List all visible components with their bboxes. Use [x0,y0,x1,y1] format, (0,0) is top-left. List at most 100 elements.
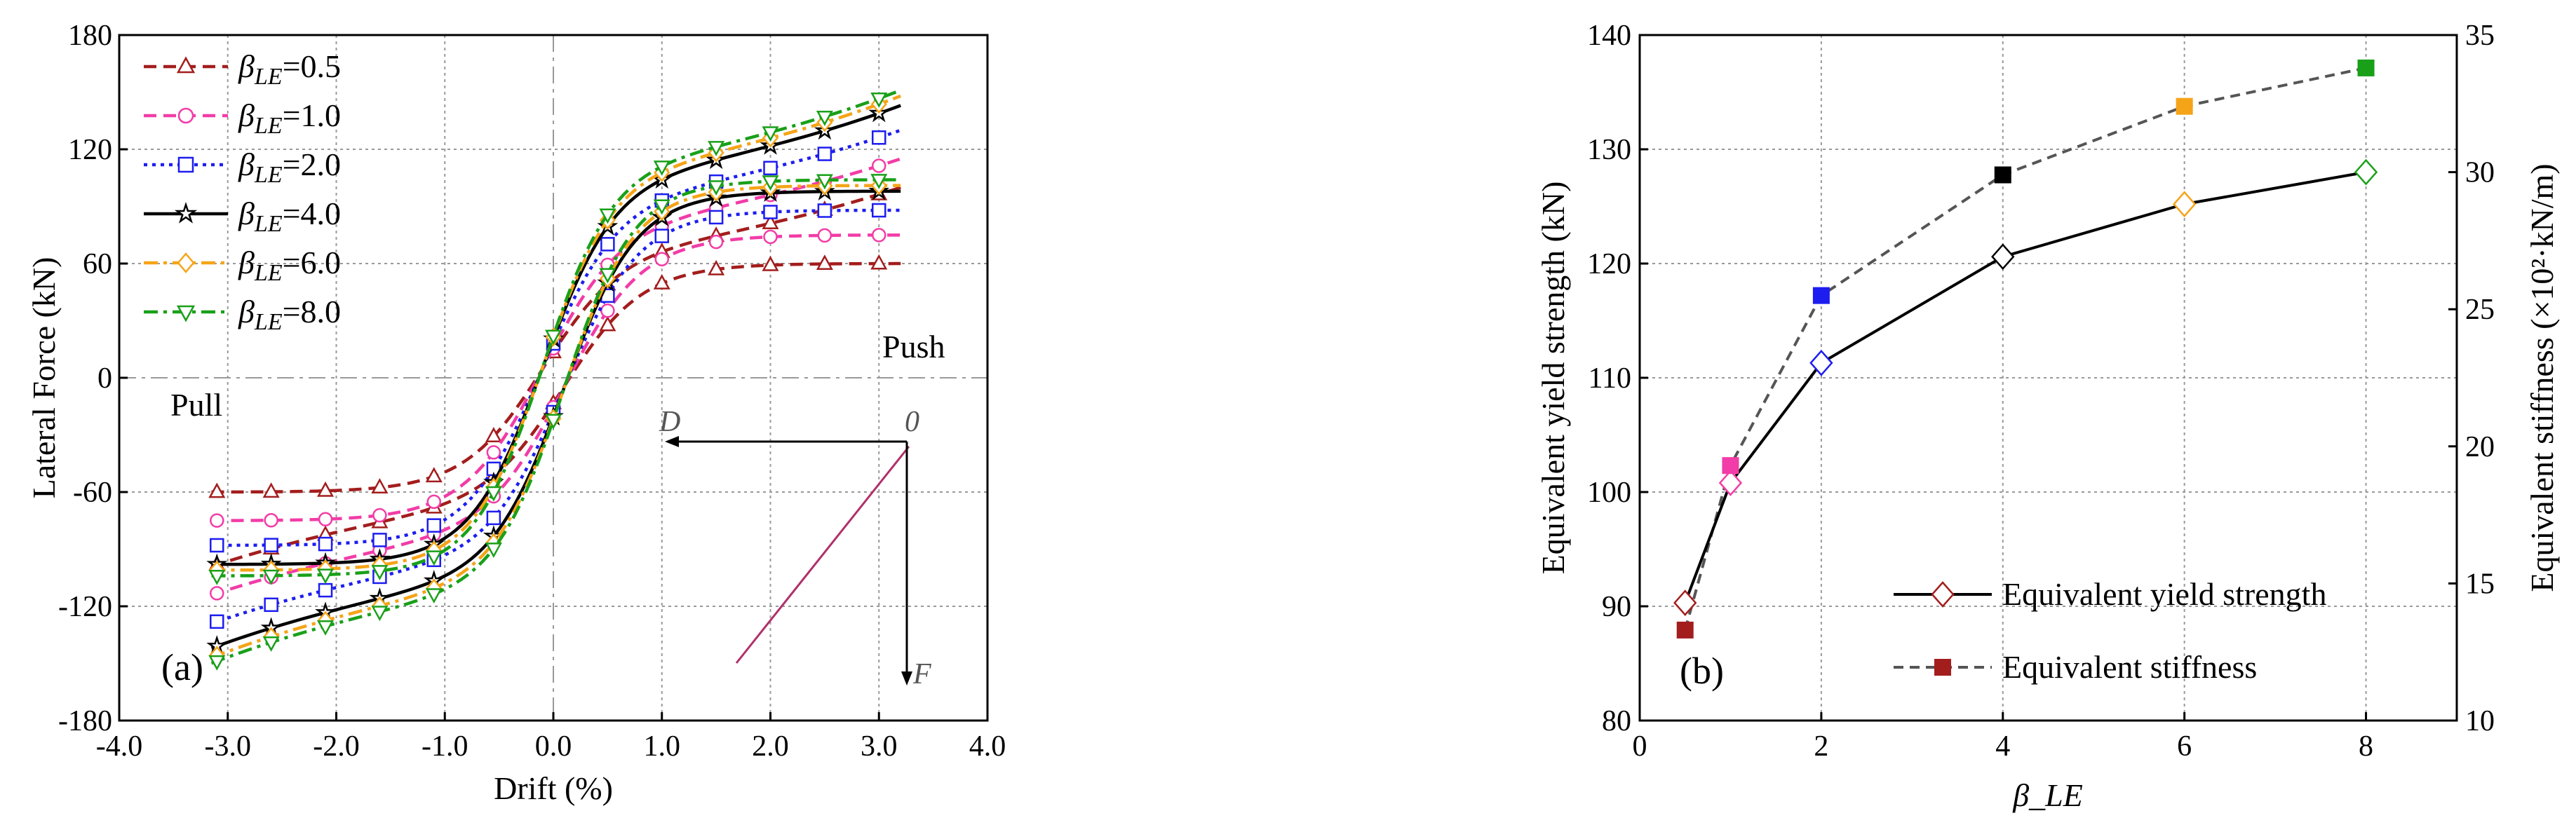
hysteresis-point [870,254,888,270]
y-tick-label: -120 [58,591,112,623]
hysteresis-point [817,203,832,218]
loading-branch-line [211,94,902,572]
panel-a-label: (a) [161,646,203,688]
hysteresis-ticks: -4.0 -3.0 -2.0 -1.0 0.0 1.0 2.0 3.0 4.0 -180 -120 -… [58,20,1006,763]
hysteresis-point [872,203,886,218]
yield-stiffness-plot-frame [1638,34,2458,722]
stiffness-point [1676,621,1694,639]
hysteresis-point [708,259,725,275]
hysteresis-point [816,254,833,270]
yield-strength-point [1991,243,2015,271]
right-tick-label: 15 [2465,568,2495,600]
displacement-arrow-head [665,436,679,447]
hysteresis-point [264,513,278,528]
left-tick-label: 120 [1587,248,1631,280]
stiffness-line [1683,66,2366,631]
x-tick-label: -1.0 [422,730,468,763]
hysteresis-point [544,414,562,430]
legend-label: βLE=4.0 [238,196,341,237]
right-tick-label: 10 [2465,705,2495,737]
hysteresis-point [653,274,670,289]
hysteresis-y-label: Lateral Force (kN) [26,257,62,499]
hysteresis-point [262,482,280,498]
push-annotation: Push [882,329,945,364]
right-tick-label: 30 [2465,157,2495,189]
legend-marker [176,56,196,74]
legend-marker [177,107,194,124]
hysteresis-point [426,494,442,510]
hysteresis-point [763,205,778,219]
hysteresis-point [208,482,226,498]
loading-branch-line [211,128,901,547]
loading-branch-line [211,88,902,578]
hysteresis-point [318,536,333,552]
hysteresis-point [210,586,224,601]
hysteresis-point [817,146,832,161]
legend-label: βLE=2.0 [238,146,341,188]
hysteresis-point [708,234,724,250]
hysteresis-point [763,229,778,245]
hysteresis-point [264,538,278,552]
hysteresis-point [708,180,725,196]
x-tick-label: 1.0 [644,730,681,763]
hysteresis-point [870,92,888,108]
hysteresis-point [210,538,224,553]
yield-stiffness-series [1673,59,2378,639]
right-tick-label: 35 [2465,20,2495,52]
hysteresis-curves [206,88,902,671]
stiffness-point [2357,59,2375,76]
hysteresis-point [485,486,502,502]
hysteresis-point [264,597,278,613]
hysteresis-x-label: Drift (%) [494,770,613,806]
hysteresis-series [208,88,902,671]
legend-marker [176,305,196,322]
left-tick-label: 110 [1589,362,1631,395]
hysteresis-point [318,512,333,526]
hysteresis-point [654,228,669,243]
left-tick-label: 130 [1587,134,1631,166]
x-tick-label: 0 [1633,730,1647,763]
hysteresis-point [817,228,832,243]
hysteresis-point [426,518,442,533]
yield-strength-axis-label: Equivalent yield strength (kN) [1535,182,1571,575]
yield-strength-point [1673,589,1697,616]
hysteresis-point [763,161,778,176]
hysteresis-point [654,252,669,266]
hysteresis-point [653,199,670,215]
left-tick-label: 80 [1602,705,1631,737]
x-tick-label: 6 [2177,730,2192,763]
left-tick-label: 140 [1587,20,1631,52]
yield-stiffness-ticks: 0 2 4 6 8 80 90 100 110 120 130 140 10 15 20 25 30 35 [1587,20,2495,763]
hysteresis-point [371,565,389,580]
x-tick-label: 3.0 [861,730,898,763]
hysteresis-point [544,329,562,346]
hysteresis-point [872,158,886,173]
legend-label: βLE=6.0 [238,245,341,286]
hysteresis-point [600,237,615,252]
hysteresis-point [318,582,333,598]
hysteresis-point [762,255,779,271]
x-tick-label: 2.0 [752,730,789,763]
x-tick-label: -4.0 [96,730,143,763]
left-tick-label: 100 [1587,477,1631,509]
hysteresis-point [210,614,224,629]
legend-marker [177,252,195,273]
hysteresis-point [599,315,616,332]
hysteresis-point [762,126,779,142]
hysteresis-point [872,228,886,243]
yield-strength-point [1809,349,1833,376]
hysteresis-point [485,543,502,559]
x-tick-label: -2.0 [313,730,360,763]
hysteresis-point [486,510,501,526]
legend-label: βLE=1.0 [238,97,341,139]
right-tick-label: 20 [2465,431,2495,463]
y-tick-label: 180 [68,20,112,52]
y-tick-label: 60 [83,248,112,280]
hysteresis-point [372,533,387,547]
legend-marker [177,156,194,173]
hysteresis-point [816,110,833,126]
yield-strength-point [2354,158,2378,186]
legend-label: βLE=0.5 [238,48,341,90]
yield-stiffness-legend: Equivalent yield strength Equivalent stif… [1894,576,2326,685]
